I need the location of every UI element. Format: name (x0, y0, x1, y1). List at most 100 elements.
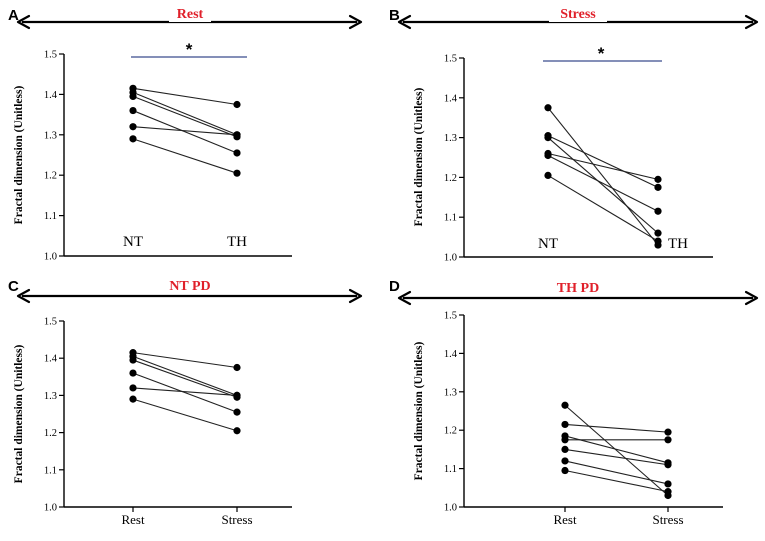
panel-b-series-line-6 (547, 174, 659, 242)
panel-d-letter: D (389, 278, 400, 295)
panel-c-arrow-left-head (16, 288, 31, 304)
panel-d-point-1-a (561, 401, 569, 409)
panel-a-significance-star: * (186, 40, 193, 59)
panel-c-point-5-b (233, 391, 241, 399)
panel-a-category-label-1: TH (227, 234, 247, 250)
panel-c-series-line-5 (132, 387, 238, 396)
panel-c-title-bg (165, 277, 215, 294)
panel-c-point-4-b (233, 408, 241, 416)
panel-c-title: NT PD (169, 279, 210, 294)
panel-c-point-4-a (129, 369, 137, 377)
panel-d-series-line-2 (564, 423, 669, 433)
panel-a-series-line-6 (132, 138, 238, 174)
panel-c-ylabel: Fractal dimension (Unitless) (13, 345, 25, 484)
panel-d-ylabel: Fractal dimension (Unitless) (413, 342, 425, 481)
panel-b-arrow-right-head (744, 14, 759, 30)
panel-c-ytick-label-5: 1.5 (44, 317, 57, 328)
panel-d-point-7-a (561, 466, 569, 475)
panel-c-series-line-1 (132, 352, 238, 369)
panel-d-title: TH PD (557, 281, 599, 296)
panel-c-point-6-b (233, 427, 241, 435)
panel-d-series-line-3 (564, 435, 669, 464)
panel-d-point-6-a (561, 457, 569, 465)
panel-c-ytick-label-1: 1.1 (44, 465, 57, 476)
panel-c-point-5-a (129, 384, 137, 392)
panel-b-series-line-5 (547, 155, 659, 212)
panel-a-series-line-5 (132, 126, 238, 136)
panel-c-category-label-0: Rest (121, 512, 145, 527)
panel-a-ytick-label-0: 1.0 (44, 252, 57, 263)
panel-a-series-line-3 (132, 95, 238, 138)
panel-b-ytick-label-4: 1.4 (444, 93, 458, 104)
panel-d-title-bg (553, 279, 603, 296)
panel-b-letter: B (389, 7, 400, 24)
panel-a-point-3-a (129, 92, 137, 101)
panel-a-point-4-b (233, 149, 241, 157)
panel-d-arrow-right-head (744, 290, 759, 306)
panel-d-series-line-5 (564, 448, 669, 466)
panel-c-series-line-3 (132, 359, 238, 398)
panel-b-category-label-1: TH (668, 236, 688, 252)
panel-a-ytick-label-1: 1.1 (44, 211, 57, 222)
panel-b-title-bg (549, 5, 607, 22)
panel-b-ytick-label-3: 1.3 (444, 133, 457, 144)
panel-a-ytick-label-4: 1.4 (44, 90, 58, 101)
panel-d-ytick-label-5: 1.5 (444, 311, 457, 322)
panel-a-series-line-4 (132, 110, 238, 154)
panel-c-letter: C (8, 278, 19, 295)
panel-a-category-label-0: NT (123, 234, 143, 250)
panel-d-arrow-left-head (397, 290, 412, 306)
panel-a: A Rest 1.0 1.1 1.2 1.3 1.4 1.5 Fractal dimension… (8, 5, 363, 263)
panel-b-ytick-label-1: 1.1 (444, 213, 457, 224)
panel-c-ytick-label-0: 1.0 (44, 503, 57, 514)
panel-c-series-line-6 (132, 398, 238, 432)
panel-b-point-1-a (544, 104, 552, 112)
panel-b-point-6-b (654, 237, 662, 245)
panel-a-series-line-2 (132, 91, 238, 136)
panel-b-point-5-a (544, 151, 552, 160)
panel-d: D TH PD 1.0 1.1 1.2 1.3 1.4 1.5 Fractal dimensio… (389, 278, 759, 527)
panel-a-title: Rest (177, 7, 204, 22)
panel-d-category-label-0: Rest (553, 512, 577, 527)
panel-a-point-6-b (233, 169, 241, 177)
panel-c-ytick-label-2: 1.2 (44, 428, 57, 439)
panel-b-significance-star: * (598, 44, 605, 63)
panel-d-ytick-label-2: 1.2 (444, 426, 457, 437)
panel-b-ylabel: Fractal dimension (Unitless) (413, 88, 425, 227)
panel-d-ytick-label-1: 1.1 (444, 464, 457, 475)
panel-d-ytick-label-4: 1.4 (444, 349, 458, 360)
panel-a-point-5-a (129, 123, 137, 131)
panel-c-series-line-4 (132, 372, 238, 413)
panel-b-category-label-0: NT (538, 236, 558, 252)
panel-a-ylabel: Fractal dimension (Unitless) (13, 86, 25, 225)
panel-c-point-3-a (129, 356, 137, 364)
panel-a-arrow-right-head (348, 14, 363, 30)
panel-b-ytick-label-2: 1.2 (444, 173, 457, 184)
panel-b-series-line-1 (547, 107, 659, 246)
panel-d-point-2-b (664, 428, 672, 436)
panel-b-point-3-a (544, 134, 552, 142)
panel-a-title-bg (169, 5, 211, 22)
panel-d-point-5-a (561, 445, 569, 453)
panel-b-series-line-3 (547, 137, 659, 234)
panel-d-point-4-a (561, 436, 569, 444)
panel-a-point-4-a (129, 106, 137, 115)
panel-d-series-line-6 (564, 460, 669, 485)
panel-c-ytick-label-3: 1.3 (44, 391, 57, 402)
panel-d-point-2-a (561, 420, 569, 429)
panel-b-point-3-b (654, 229, 662, 237)
panel-d-point-4-b (664, 436, 672, 444)
panel-a-ytick-label-2: 1.2 (44, 171, 57, 182)
panel-b-series-line-2 (547, 135, 659, 188)
panel-b-arrow-left-head (397, 14, 412, 30)
panel-b-point-6-a (544, 171, 552, 180)
panel-b-point-2-b (654, 183, 662, 191)
panel-c-arrow-right-head (348, 288, 363, 304)
panel-a-point-1-b (233, 100, 241, 109)
panel-a-point-5-b (233, 131, 241, 139)
panel-d-ytick-label-3: 1.3 (444, 387, 457, 398)
panel-d-point-6-b (664, 480, 672, 488)
panel-d-series-line-7 (564, 469, 669, 493)
panel-c-point-6-a (129, 395, 137, 403)
